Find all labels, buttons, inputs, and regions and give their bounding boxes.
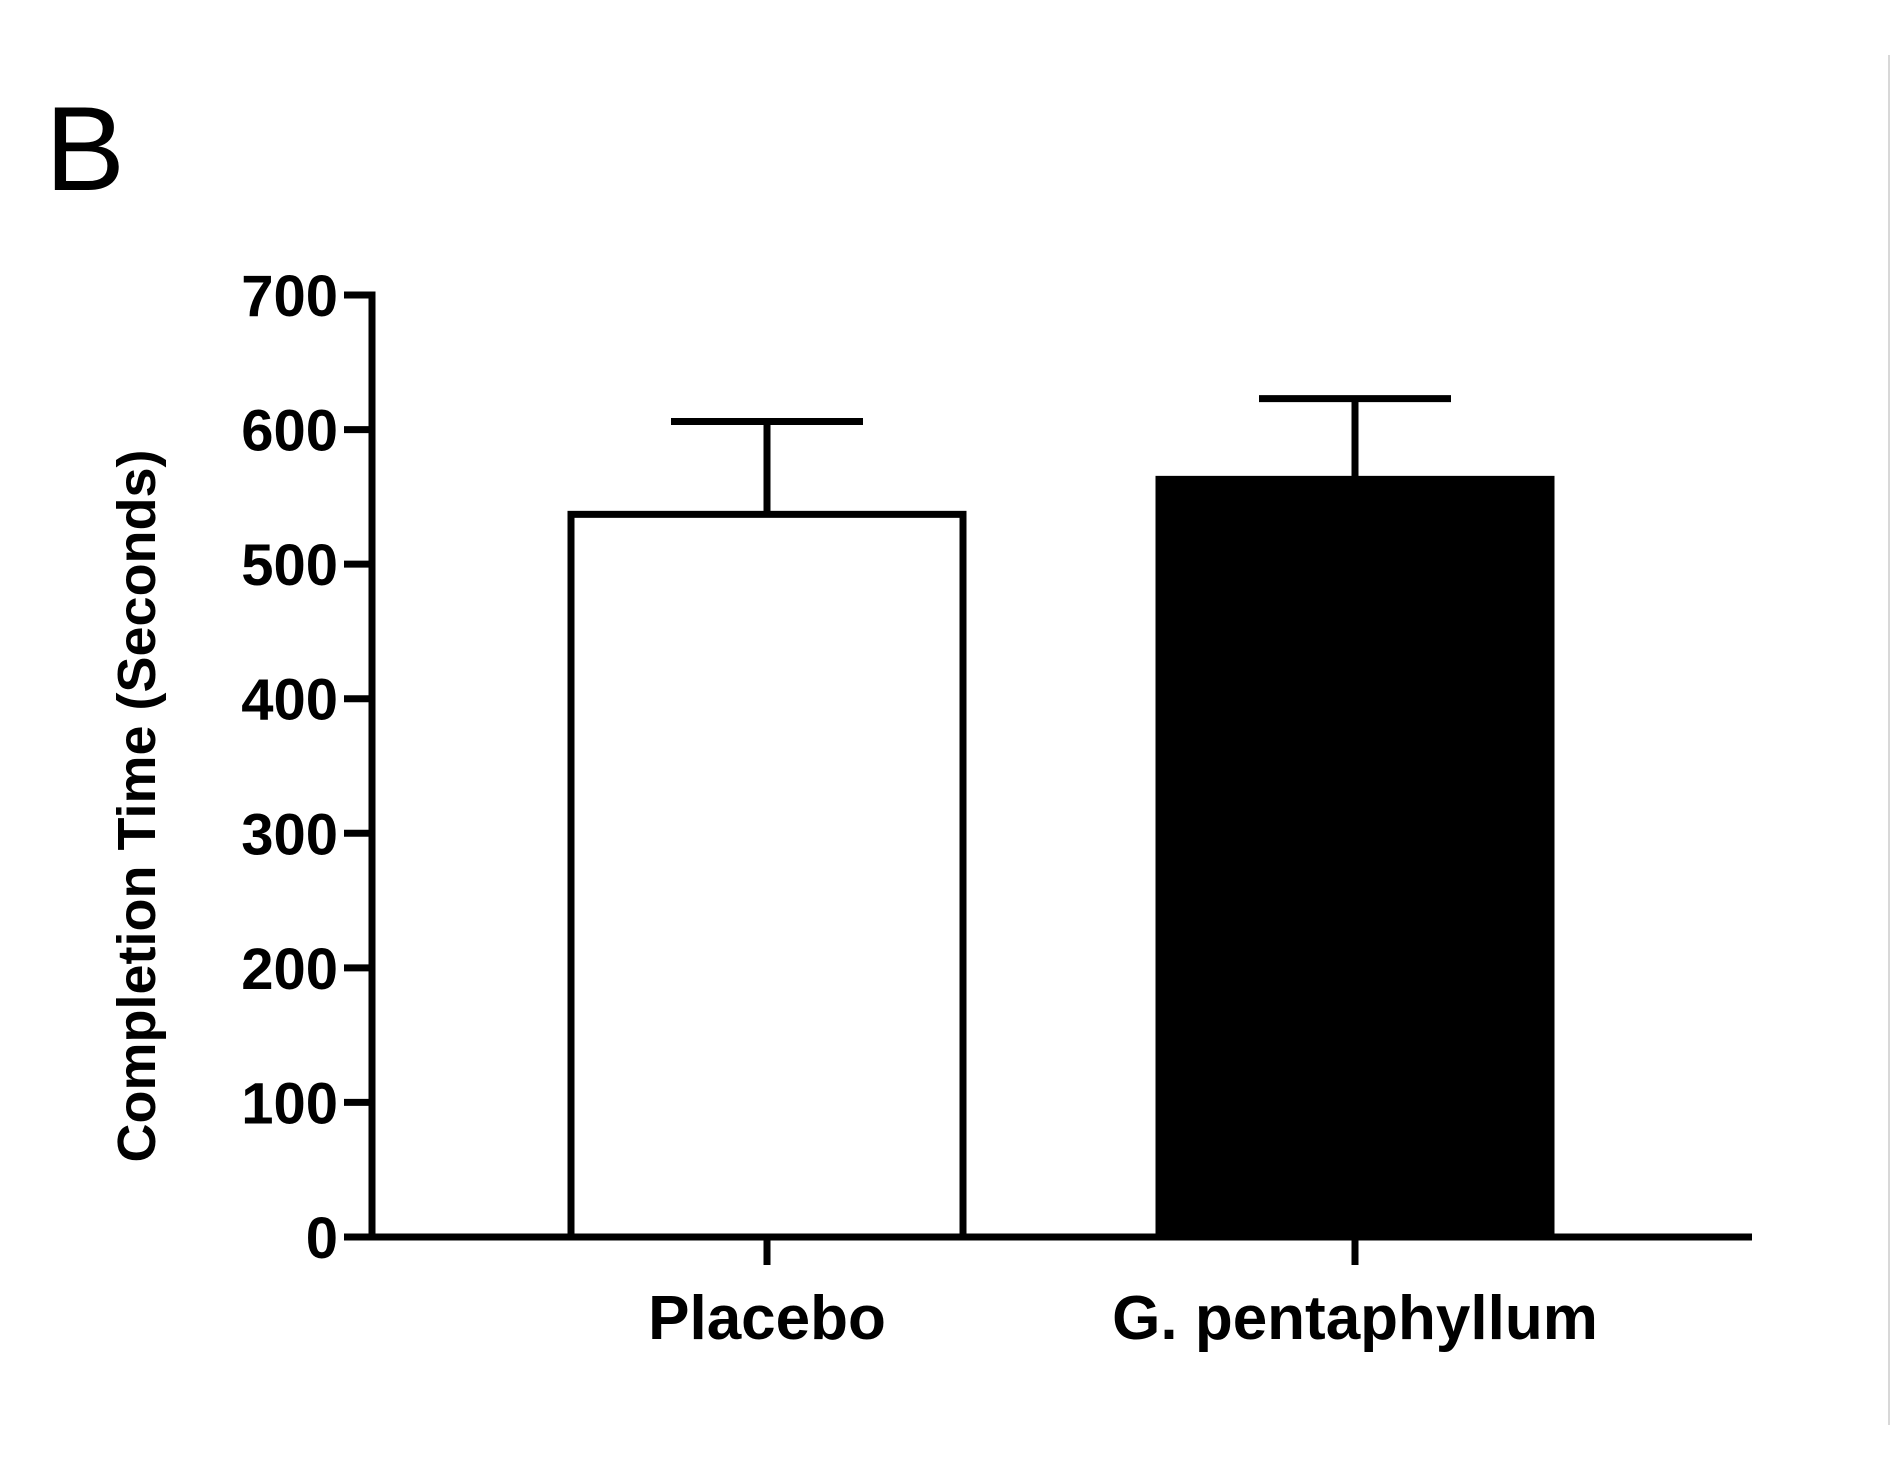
plot-area: 0 100 200 300 400 500 600 700 Placebo G. pentaph…: [241, 264, 1752, 1353]
bars: [567, 475, 1555, 1241]
y-axis: 0 100 200 300 400 500 600 700: [241, 264, 376, 1271]
x-tick-label-g-pentaphyllum: G. pentaphyllum: [1112, 1284, 1598, 1353]
x-tick-label-placebo: Placebo: [648, 1284, 886, 1353]
y-tick-label-700: 700: [241, 264, 338, 329]
bar-g-pentaphyllum: [1155, 475, 1555, 1241]
y-tick-label-200: 200: [241, 937, 338, 1002]
x-axis: Placebo G. pentaphyllum: [344, 1233, 1752, 1353]
y-tick-label-100: 100: [241, 1071, 338, 1136]
panel-border-line: [1888, 55, 1890, 1425]
y-tick-label-300: 300: [241, 802, 338, 867]
y-tick-label-400: 400: [241, 668, 338, 733]
panel-label: B: [45, 82, 125, 216]
bar-placebo: [567, 510, 967, 1241]
y-tick-label-500: 500: [241, 533, 338, 598]
error-bars: [671, 395, 1451, 515]
y-tick-label-0: 0: [306, 1206, 338, 1271]
y-axis-title: Completion Time (Seconds): [107, 449, 167, 1162]
y-tick-label-600: 600: [241, 399, 338, 464]
